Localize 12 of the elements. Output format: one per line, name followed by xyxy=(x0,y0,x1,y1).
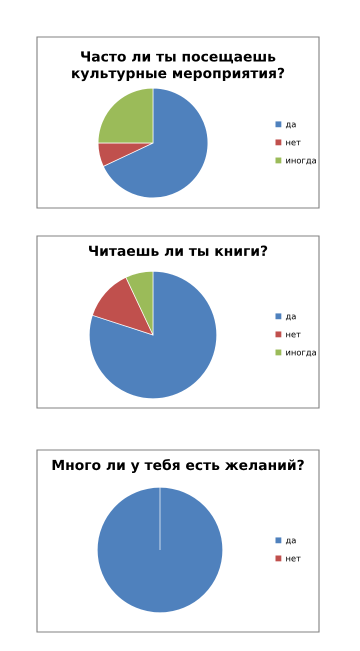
legend-label: нет xyxy=(286,556,301,562)
legend-label: да xyxy=(286,122,296,128)
legend-label: нет xyxy=(286,332,301,338)
legend-label: иногда xyxy=(286,158,316,165)
legend-label: иногда xyxy=(286,350,316,357)
legend-label: да xyxy=(286,538,296,544)
chart-title: Много ли у тебя есть желаний? xyxy=(52,459,304,473)
pie-slice xyxy=(88,270,218,400)
chart-title: Читаешь ли ты книги? xyxy=(89,246,268,256)
legend-label: да xyxy=(286,314,296,320)
legend-label: нет xyxy=(286,140,301,146)
chart-title: Часто ли ты посещаешь культурные мероприятия? xyxy=(72,51,284,82)
